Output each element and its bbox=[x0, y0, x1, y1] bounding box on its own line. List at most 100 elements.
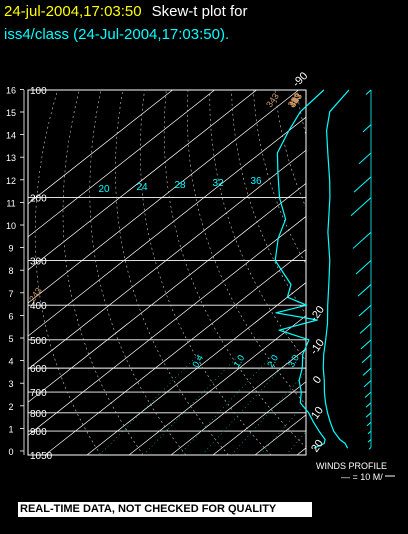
height-label-0: 0 bbox=[8, 447, 13, 457]
plot-title: 24-jul-2004,17:03:50 Skew-t plot for bbox=[4, 3, 247, 20]
isotherm--120 bbox=[27, 89, 173, 205]
wind-barb bbox=[350, 197, 372, 216]
moist-adiabat-label: 24 bbox=[136, 182, 148, 193]
mixing-ratio-line bbox=[320, 355, 404, 455]
mixing-ratio-line bbox=[99, 354, 199, 455]
wind-barb bbox=[365, 89, 372, 95]
dry-adiabat-263 bbox=[89, 90, 187, 455]
dry-adiabat-243 bbox=[34, 90, 101, 455]
wind-barb bbox=[366, 421, 372, 427]
isotherm--40 bbox=[44, 249, 307, 456]
height-label-3: 3 bbox=[8, 379, 13, 389]
mixing-ratio-line bbox=[285, 431, 306, 455]
dry-adiabat-303 bbox=[186, 90, 306, 406]
pressure-label-1050: 1050 bbox=[30, 451, 53, 462]
dry-adiabat-383 bbox=[362, 90, 408, 455]
wind-barb bbox=[355, 260, 372, 275]
wind-barb bbox=[352, 231, 372, 249]
isotherm-10 bbox=[254, 414, 307, 456]
wind-barb bbox=[362, 367, 372, 376]
isotherm-label: 10 bbox=[309, 405, 326, 422]
data-layer bbox=[274, 89, 350, 449]
pressure-label-500: 500 bbox=[30, 336, 47, 347]
isotherm-label: 0 bbox=[311, 374, 324, 386]
height-label-7: 7 bbox=[8, 289, 13, 299]
dewpoint-trace bbox=[274, 89, 326, 449]
plot-timestamp: 24-jul-2004,17:03:50 bbox=[4, 3, 142, 20]
height-label-16: 16 bbox=[6, 85, 16, 95]
wind-barb bbox=[363, 380, 372, 388]
isotherm--80 bbox=[27, 116, 307, 337]
wind-barb bbox=[364, 391, 372, 398]
isotherm--100 bbox=[27, 89, 257, 271]
height-label-10: 10 bbox=[6, 221, 16, 231]
height-label-4: 4 bbox=[8, 357, 13, 367]
height-label-9: 9 bbox=[8, 244, 13, 254]
pressure-label-400: 400 bbox=[30, 301, 47, 312]
isotherm--90 bbox=[27, 89, 299, 304]
wind-profile bbox=[350, 89, 395, 477]
pressure-label-900: 900 bbox=[30, 427, 47, 438]
dry-adiabat-323 bbox=[231, 90, 306, 315]
wind-barb bbox=[368, 447, 372, 450]
wind-barb bbox=[359, 323, 372, 334]
isotherm-label: -90 bbox=[291, 70, 311, 90]
dry-adiabat-353 bbox=[296, 90, 306, 137]
plot-type-label: Skew-t plot for bbox=[151, 3, 248, 20]
plot-subtitle: iss4/class (24-Jul-2004,17:03:50). bbox=[4, 26, 230, 43]
winds-profile-label: WINDS PROFILE bbox=[316, 461, 388, 471]
wind-barb bbox=[365, 412, 372, 418]
height-label-1: 1 bbox=[8, 424, 13, 434]
pressure-label-300: 300 bbox=[30, 257, 47, 268]
dry-adiabat-343 bbox=[274, 90, 306, 209]
wind-barb bbox=[367, 439, 372, 443]
wind-barb bbox=[362, 124, 372, 133]
moist-adiabat-label: 32 bbox=[212, 178, 224, 189]
moist-adiabat-label: 28 bbox=[174, 180, 186, 191]
dry-adiabat-393 bbox=[384, 90, 408, 455]
dry-adiabat-283 bbox=[139, 90, 272, 455]
isotherm--60 bbox=[27, 183, 307, 403]
mixing-ratio-line bbox=[231, 371, 306, 455]
pressure-label-200: 200 bbox=[30, 194, 47, 205]
pressure-label-800: 800 bbox=[30, 409, 47, 420]
mixing-ratio-label: 2.0 bbox=[265, 353, 280, 369]
height-label-14: 14 bbox=[6, 131, 16, 141]
mixing-ratio-line bbox=[259, 401, 306, 455]
isotherm-0 bbox=[212, 381, 307, 456]
isotherm--110 bbox=[27, 89, 215, 238]
dry-adiabat-373 bbox=[340, 90, 408, 455]
isotherm-label: -20 bbox=[308, 304, 327, 324]
height-label-15: 15 bbox=[6, 108, 16, 118]
mixing-ratio-label: 1.0 bbox=[231, 353, 246, 369]
wind-barb bbox=[367, 430, 372, 435]
isotherm-label: 20 bbox=[309, 438, 326, 455]
wind-barb bbox=[361, 354, 372, 364]
mixing-ratio-line bbox=[179, 354, 274, 455]
moist-adiabat-label: 20 bbox=[98, 184, 110, 195]
grid-layer bbox=[20, 89, 408, 456]
dry-adiabat-253 bbox=[62, 90, 144, 455]
dry-adiabat-363 bbox=[319, 90, 408, 455]
height-label-6: 6 bbox=[8, 311, 13, 321]
isotherm--20 bbox=[128, 315, 307, 456]
isotherm--70 bbox=[27, 150, 307, 370]
dry-adiabat-313 bbox=[209, 90, 306, 362]
wind-scale-label: — = 10 M/ bbox=[341, 472, 383, 482]
wind-barb bbox=[357, 284, 372, 297]
wind-barb bbox=[358, 304, 372, 317]
quality-notice: REAL-TIME DATA, NOT CHECKED FOR QUALITY bbox=[18, 502, 312, 517]
mixing-ratio-label: 0.4 bbox=[190, 353, 205, 369]
height-label-5: 5 bbox=[8, 334, 13, 344]
wind-barb bbox=[360, 339, 372, 350]
adiabat-label: 343 bbox=[264, 91, 281, 109]
mixing-ratio-line bbox=[143, 354, 240, 455]
moist-adiabat-label: 36 bbox=[250, 176, 262, 187]
wind-barb bbox=[353, 176, 372, 193]
height-label-2: 2 bbox=[8, 402, 13, 412]
pressure-label-700: 700 bbox=[30, 388, 47, 399]
height-label-11: 11 bbox=[6, 198, 15, 208]
pressure-label-600: 600 bbox=[30, 364, 47, 375]
wind-barb bbox=[358, 152, 372, 165]
